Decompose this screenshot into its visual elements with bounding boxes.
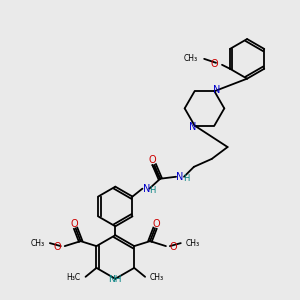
Text: H₃C: H₃C [67,273,81,282]
Text: O: O [152,219,160,229]
Text: CH₃: CH₃ [31,238,45,247]
Text: CH₃: CH₃ [186,238,200,247]
Text: O: O [148,155,156,165]
Text: H: H [149,186,155,195]
Text: O: O [170,242,178,252]
Text: CH₃: CH₃ [150,273,164,282]
Text: N: N [189,122,196,131]
Text: N: N [213,85,220,95]
Text: O: O [53,242,61,252]
Text: H: H [183,174,189,183]
Text: CH₃: CH₃ [184,54,198,63]
Text: O: O [71,219,79,229]
Text: N: N [143,184,150,194]
Text: NH: NH [109,275,122,284]
Text: O: O [210,59,218,69]
Text: N: N [176,172,184,182]
